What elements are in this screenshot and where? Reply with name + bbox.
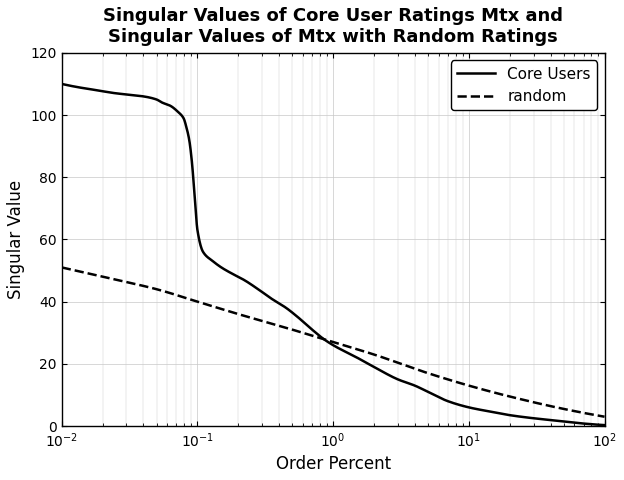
X-axis label: Order Percent: Order Percent [276,455,391,473]
Y-axis label: Singular Value: Singular Value [7,180,25,299]
Line: Core Users: Core Users [62,84,605,425]
Core Users [120,91,127,97]
random [590,412,598,418]
Title: Singular Values of Core User Ratings Mtx and
Singular Values of Mtx with Random : Singular Values of Core User Ratings Mtx… [103,7,563,46]
Line: random: random [62,267,605,417]
random [532,400,539,406]
Core Users [58,81,66,87]
random [290,327,297,333]
Core Users [152,96,160,102]
Core Users [266,295,274,300]
Legend: Core Users, random: Core Users, random [451,60,597,110]
random [120,278,127,284]
random [601,414,608,420]
Core Users [290,311,297,316]
random [152,286,160,292]
Core Users [601,422,608,428]
Core Users [590,421,598,427]
random [58,264,66,270]
Core Users [532,416,539,421]
random [266,320,274,326]
